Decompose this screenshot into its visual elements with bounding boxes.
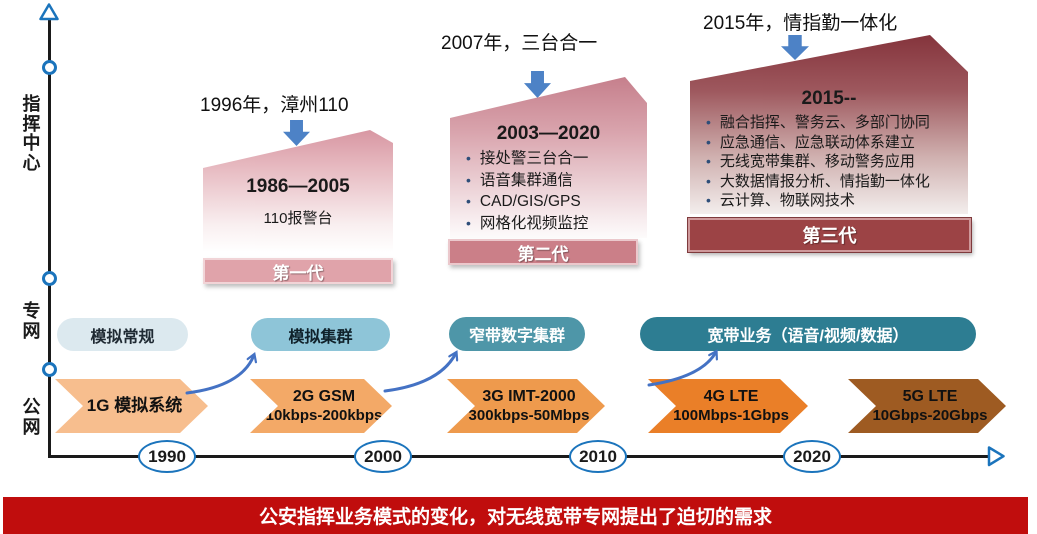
gen2-bullet-list: 接处警三台合一 语音集群通信 CAD/GIS/GPS 网格化视频监控: [450, 148, 647, 234]
gen1-period: 1986—2005: [246, 176, 350, 197]
list-item: CAD/GIS/GPS: [466, 191, 647, 213]
chevron-2g-subtitle: 10kbps-200kbps: [265, 406, 383, 424]
gen2-down-arrow-icon: [524, 71, 551, 98]
gen3-callout: 2015年，情指勤一体化: [703, 13, 898, 34]
gen3-item-3: 无线宽带集群、移动警务应用: [719, 153, 915, 170]
chevron-5g: 5G LTE 10Gbps-20Gbps: [848, 379, 1006, 433]
gen1-down-arrow-icon: [283, 120, 310, 146]
gen2-period: 2003—2020: [496, 123, 601, 144]
gen3-down-arrow-icon: [781, 35, 809, 60]
chevron-4g-subtitle: 100Mbps-1Gbps: [673, 406, 789, 424]
pill-narrowband-digital-trunking: 窄带数字集群: [449, 317, 585, 351]
footer-banner: 公安指挥业务模式的变化，对无线宽带专网提出了迫切的需求: [3, 497, 1028, 534]
gen1-block: 1986—2005 110报警台: [203, 130, 393, 252]
axis-node-dot-top: [42, 60, 57, 75]
gen3-item-4: 大数据情报分析、情指勤一体化: [719, 172, 930, 190]
band-label-private-network: 专网: [22, 301, 41, 341]
chevron-5g-title: 5G LTE: [902, 388, 958, 406]
year-oval-2020: 2020: [783, 440, 841, 473]
gen3-item-5: 云计算、物联网技术: [719, 192, 855, 209]
gen2-item-1: 接处警三台合一: [479, 150, 589, 167]
gen3-item-1: 融合指挥、警务云、多部门协同: [719, 114, 930, 131]
list-item: 网格化视频监控: [466, 213, 647, 235]
gen2-item-4: 网格化视频监控: [479, 214, 589, 232]
list-item: 融合指挥、警务云、多部门协同: [706, 113, 968, 133]
year-oval-1990: 1990: [138, 440, 196, 473]
gen2-item-3: CAD/GIS/GPS: [479, 193, 581, 210]
chevron-3g-subtitle: 300kbps-50Mbps: [468, 406, 590, 424]
axis-node-dot-middle: [42, 271, 57, 286]
band-label-command-center: 指挥中心: [22, 94, 41, 173]
pill-analog-trunking: 模拟集群: [251, 318, 390, 351]
gen3-period: 2015--: [801, 88, 857, 109]
gen1-callout: 1996年，漳州110: [200, 95, 349, 116]
gen1-badge: 第一代: [203, 258, 393, 284]
chevron-3g-title: 3G IMT-2000: [482, 388, 576, 406]
axis-node-dot-bottom: [42, 362, 57, 377]
list-item: 接处警三台合一: [466, 148, 647, 170]
curved-arrow-2g-to-narrowband: [383, 350, 459, 393]
list-item: 大数据情报分析、情指勤一体化: [706, 172, 968, 192]
gen3-item-2: 应急通信、应急联动体系建立: [719, 133, 915, 151]
pill-broadband-services: 宽带业务（语音/视频/数据）: [640, 317, 976, 351]
list-item: 云计算、物联网技术: [706, 191, 968, 211]
gen2-badge: 第二代: [448, 239, 638, 265]
gen2-block: 2003—2020 接处警三台合一 语音集群通信 CAD/GIS/GPS 网格化…: [450, 77, 647, 238]
chevron-1g-title: 1G 模拟系统: [86, 395, 183, 415]
gen3-badge: 第三代: [688, 218, 971, 252]
list-item: 语音集群通信: [466, 170, 647, 192]
gen3-bullet-list: 融合指挥、警务云、多部门协同 应急通信、应急联动体系建立 无线宽带集群、移动警务…: [690, 113, 968, 211]
pill-analog-conventional: 模拟常规: [57, 318, 188, 351]
gen2-callout: 2007年，三台合一: [441, 33, 598, 54]
chevron-5g-subtitle: 10Gbps-20Gbps: [872, 406, 988, 424]
chevron-2g: 2G GSM 10kbps-200kbps: [250, 379, 392, 433]
chevron-4g: 4G LTE 100Mbps-1Gbps: [648, 379, 808, 433]
vertical-axis-line: [48, 17, 51, 457]
chevron-3g: 3G IMT-2000 300kbps-50Mbps: [447, 379, 605, 433]
curved-arrow-1g-to-analog-trunking: [185, 352, 258, 395]
list-item: 应急通信、应急联动体系建立: [706, 133, 968, 153]
list-item: 无线宽带集群、移动警务应用: [706, 152, 968, 172]
chevron-2g-title: 2G GSM: [292, 388, 356, 406]
timeline-right-arrowhead-icon: [987, 446, 1005, 467]
gen2-item-2: 语音集群通信: [479, 171, 573, 189]
chevron-1g: 1G 模拟系统: [55, 379, 208, 433]
timeline-axis-line: [48, 455, 989, 458]
year-oval-2010: 2010: [569, 440, 627, 473]
gen1-item: 110报警台: [263, 210, 333, 227]
band-label-public-network: 公网: [22, 397, 41, 437]
chevron-4g-title: 4G LTE: [703, 388, 759, 406]
gen3-block: 2015-- 融合指挥、警务云、多部门协同 应急通信、应急联动体系建立 无线宽带…: [690, 35, 968, 214]
year-oval-2000: 2000: [354, 440, 412, 473]
